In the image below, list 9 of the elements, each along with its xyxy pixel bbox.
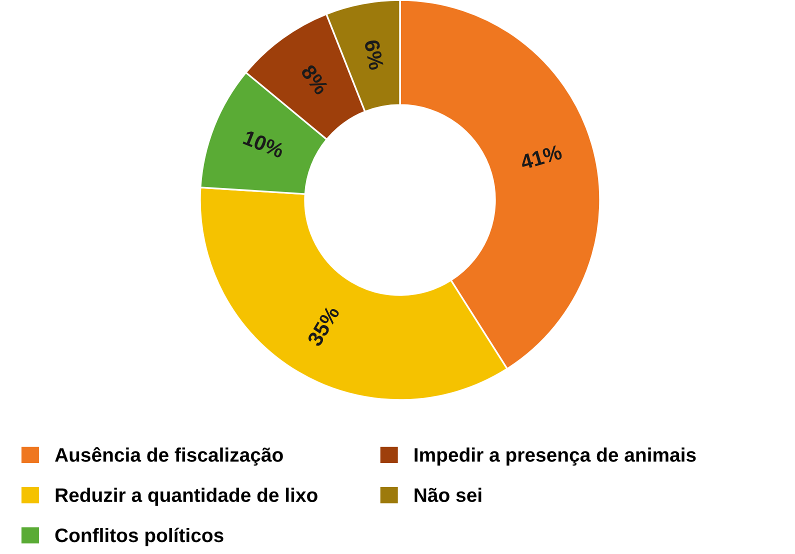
data-label: 10% [242,130,286,158]
legend-label: Ausência de fiscalização [55,447,283,466]
data-label: 41% [519,144,563,170]
data-label: 6% [364,39,384,70]
legend-label: Impedir a presença de animais [414,448,696,466]
data-label: 8% [300,64,330,96]
legend-label: Não sei [414,488,482,502]
legend-label: Reduzir a quantidade de lixo [56,488,318,506]
legend-label: Conflitos políticos [55,528,224,546]
